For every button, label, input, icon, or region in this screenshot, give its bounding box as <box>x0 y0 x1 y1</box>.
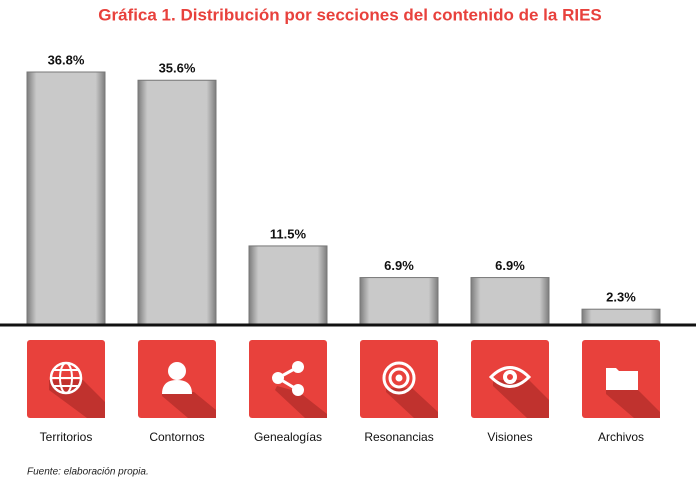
bar <box>26 71 106 326</box>
category-label: Visiones <box>487 430 532 444</box>
category-label: Genealogías <box>254 430 322 444</box>
value-label: 2.3% <box>606 290 636 305</box>
icon-genealogias <box>249 340 327 418</box>
source-note: Fuente: elaboración propia. <box>27 467 149 478</box>
chart-title: Gráfica 1. Distribución por secciones de… <box>98 5 602 24</box>
icon-territorios <box>27 340 105 418</box>
bar <box>581 308 661 326</box>
bar <box>470 277 550 326</box>
category-label: Resonancias <box>364 430 433 444</box>
bar <box>137 79 217 326</box>
bar <box>248 245 328 326</box>
bar <box>359 277 439 326</box>
icon-contornos <box>138 340 216 418</box>
bars <box>26 71 661 326</box>
category-label: Archivos <box>598 430 644 444</box>
icon-visiones <box>471 340 549 418</box>
value-label: 6.9% <box>384 258 414 273</box>
value-label: 11.5% <box>270 226 307 241</box>
value-label: 35.6% <box>159 61 196 76</box>
icon-archivos <box>582 340 660 418</box>
icon-resonancias <box>360 340 438 418</box>
category-label: Territorios <box>40 430 93 444</box>
value-label: 6.9% <box>495 258 525 273</box>
value-label: 36.8% <box>48 52 85 67</box>
icons <box>27 340 660 418</box>
category-label: Contornos <box>149 430 204 444</box>
